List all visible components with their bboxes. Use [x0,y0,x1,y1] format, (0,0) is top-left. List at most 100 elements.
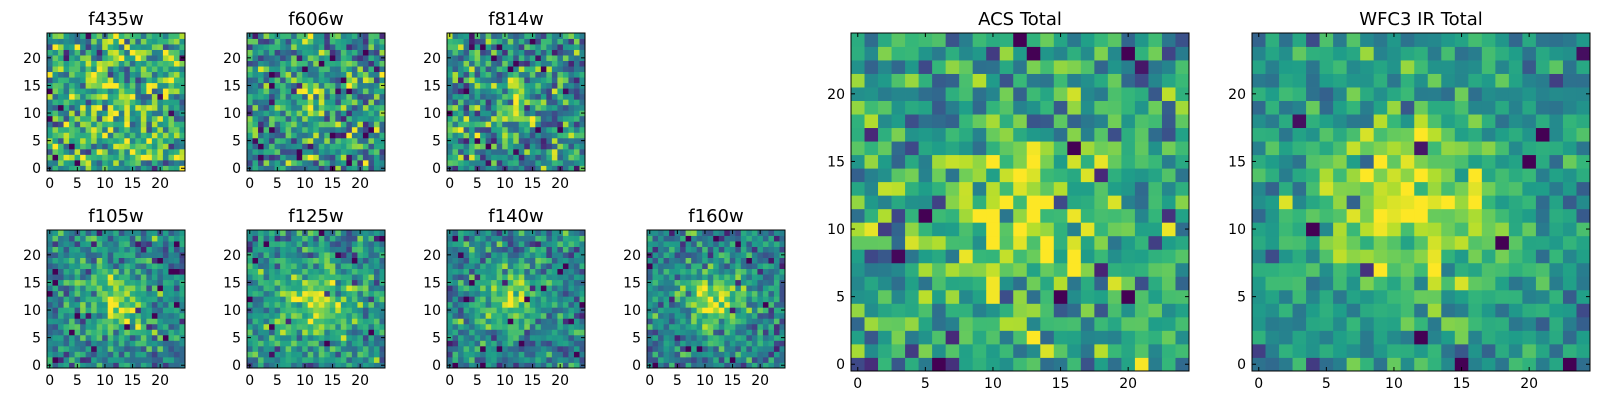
heatmap-cell [162,99,169,106]
heatmap-cell [47,301,53,308]
heatmap-cell [140,351,147,358]
heatmap-cell [485,290,492,297]
heatmap-cell [63,132,70,139]
heatmap-cell [85,301,92,308]
heatmap-cell [713,351,720,358]
heatmap-cell [140,296,147,303]
heatmap-cell [557,93,564,100]
heatmap-cell [151,121,158,128]
heatmap-cell [1026,235,1041,250]
heatmap-cell [762,296,769,303]
heatmap-cell [669,268,675,275]
heatmap-cell [285,137,292,144]
heatmap-cell [335,301,342,308]
heatmap-cell [702,246,709,253]
heatmap-cell [568,132,575,139]
heatmap-cell [296,38,303,45]
heatmap-cell [469,246,475,253]
heatmap-cell [335,345,342,352]
heatmap-cell [762,268,769,275]
heatmap-cell [573,165,580,172]
heatmap-cell [318,60,325,67]
heatmap-cell [496,246,503,253]
heatmap-cell [96,121,103,128]
heatmap-cell [529,71,536,78]
heatmap-cell [107,121,114,128]
heatmap-cell [351,307,358,314]
heatmap-cell [463,132,470,139]
heatmap-cell [85,312,92,319]
heatmap-cell [52,274,59,281]
heatmap-cell [168,143,175,150]
heatmap-cell [674,340,681,347]
heatmap-cell [573,312,580,319]
heatmap-cell [474,148,481,155]
heatmap-cell [274,154,281,161]
heatmap-cell [463,154,470,161]
heatmap-cell [340,274,347,281]
heatmap-cell [173,340,180,347]
heatmap-cell [318,104,325,111]
heatmap-cell [696,290,703,297]
heatmap-cell [69,340,75,347]
heatmap-cell [972,181,987,196]
heatmap-cell [47,257,53,264]
heatmap-cell [724,301,731,308]
heatmap-cell [52,44,59,50]
heatmap-cell [91,329,98,336]
heatmap-cell [269,246,275,253]
heatmap-cell [162,159,169,166]
heatmap-cell [696,274,703,281]
heatmap-cell [96,154,103,161]
heatmap-cell [724,263,731,270]
heatmap-cell [357,55,364,61]
heatmap-cell [972,168,987,183]
heatmap-cell [480,60,487,67]
heatmap-cell [485,268,492,275]
x-tick-label: 15 [324,373,342,389]
heatmap-cell [740,356,747,363]
heatmap-cell [85,88,92,95]
heatmap-cell [773,345,780,352]
heatmap-cell [463,33,470,39]
heatmap-cell [918,168,933,183]
heatmap-cell [129,318,136,325]
heatmap-cell [269,340,275,347]
heatmap-cell [329,132,336,139]
heatmap-cell [757,268,764,275]
heatmap-cell [535,33,542,39]
heatmap-cell [263,55,270,61]
heatmap-cell [247,246,253,253]
heatmap-cell [307,60,314,67]
heatmap-cell [102,241,109,247]
heatmap-cell [263,44,270,50]
heatmap-cell [80,143,87,150]
heatmap-cell [135,110,142,117]
heatmap-cell [291,285,298,292]
heatmap-cell [302,296,309,303]
heatmap-cell [491,318,498,325]
heatmap-cell [52,110,59,117]
heatmap-cell [107,301,114,308]
heatmap-cell [579,93,586,100]
heatmap-cell [568,351,575,358]
heatmap-cell [346,71,353,78]
heatmap-cell [269,165,275,172]
heatmap-cell [269,362,275,369]
heatmap-cell [80,38,87,45]
heatmap-cell [135,115,142,122]
heatmap-cell [724,351,731,358]
heatmap-cell [474,44,481,50]
heatmap-cell [1107,208,1122,223]
heatmap-cell [124,241,131,247]
heatmap-cell [502,44,509,50]
heatmap-cell [702,263,709,270]
heatmap-cell [285,66,292,73]
heatmap-cell [362,38,369,45]
heatmap-cell [557,351,564,358]
heatmap-cell [96,44,103,50]
heatmap-cell [707,274,714,281]
heatmap-cell [168,323,175,330]
heatmap-cell [146,296,153,303]
heatmap-cell [573,301,580,308]
